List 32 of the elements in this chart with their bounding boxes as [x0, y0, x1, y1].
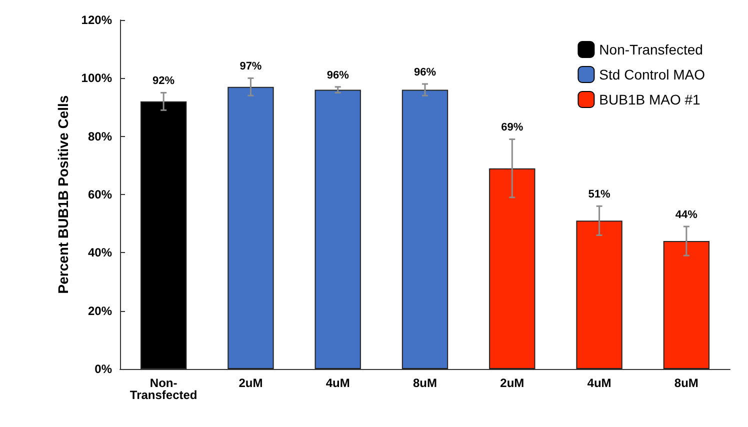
x-tick-label: 4uM: [326, 376, 350, 390]
x-tick-label: 8uM: [413, 376, 438, 390]
data-label: 96%: [326, 69, 350, 82]
y-tick-label: 0%: [94, 362, 112, 376]
data-label: 69%: [501, 122, 524, 134]
y-tick-label: 20%: [88, 304, 112, 318]
legend-label: Std Control MAO: [599, 66, 706, 82]
legend-label: BUB1B MAO #1: [599, 92, 701, 108]
x-tick-label: 2uM: [238, 376, 263, 390]
bar: [402, 90, 448, 369]
data-label: 44%: [675, 208, 698, 221]
x-tick-label: 2uM: [500, 376, 524, 390]
bar: [663, 241, 710, 369]
y-tick-label: 60%: [88, 188, 112, 202]
bar: [576, 220, 622, 369]
y-tick-label: 120%: [81, 13, 112, 27]
bar: [228, 86, 274, 369]
bar: [489, 168, 536, 369]
x-tick-label: 8uM: [674, 376, 698, 390]
bar: [140, 101, 187, 369]
y-tick-label: 100%: [81, 71, 112, 86]
data-label: 96%: [414, 66, 436, 78]
data-label: 92%: [152, 75, 175, 88]
y-tick-label: 80%: [88, 129, 112, 144]
legend-label: Non-Transfected: [599, 42, 703, 58]
x-tick-label: Non- Transfected: [130, 376, 198, 402]
y-tick-label: 40%: [88, 246, 112, 260]
data-label: 51%: [588, 188, 611, 201]
data-label: 97%: [240, 60, 262, 73]
x-tick-label: 4uM: [587, 376, 612, 390]
y-axis-title: Percent BUB1B Positive Cells: [55, 95, 71, 294]
bar: [314, 90, 361, 369]
